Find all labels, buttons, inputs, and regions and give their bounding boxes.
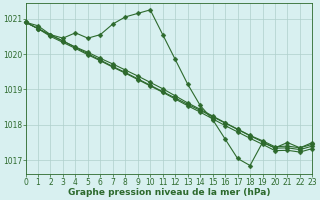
X-axis label: Graphe pression niveau de la mer (hPa): Graphe pression niveau de la mer (hPa) xyxy=(68,188,270,197)
